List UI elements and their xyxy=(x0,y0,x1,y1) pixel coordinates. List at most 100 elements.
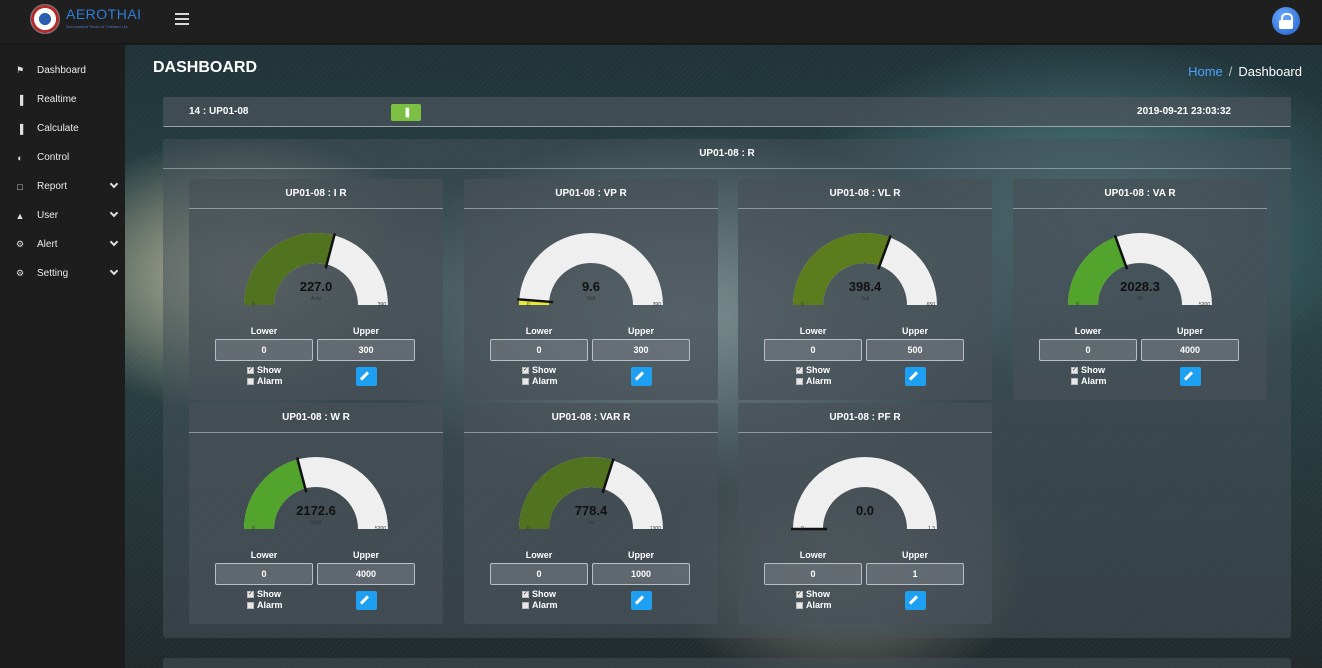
gauge-fill xyxy=(793,233,891,305)
show-checkbox[interactable]: ✓ xyxy=(247,590,254,598)
upper-limit-input[interactable] xyxy=(866,563,964,585)
sidebar-item-report[interactable]: □ Report xyxy=(0,172,125,201)
show-checkbox[interactable]: ✓ xyxy=(1071,366,1078,374)
chevron-down-icon[interactable] xyxy=(109,208,119,218)
edit-button[interactable] xyxy=(905,367,926,386)
gauge-fill xyxy=(244,233,335,305)
alarm-checkbox[interactable] xyxy=(796,377,803,385)
show-checkbox[interactable]: ✓ xyxy=(247,366,254,374)
gauge-chart xyxy=(519,457,663,529)
alarm-checkbox-row[interactable]: Alarm xyxy=(796,376,832,386)
upper-limit-input[interactable] xyxy=(317,563,415,585)
upper-label: Upper xyxy=(1176,326,1203,336)
show-checkbox[interactable]: ✓ xyxy=(796,590,803,598)
lower-limit-input[interactable] xyxy=(764,563,862,585)
sidebar-item-user[interactable]: ▲ User xyxy=(0,201,125,230)
lower-limit-input[interactable] xyxy=(490,563,588,585)
lower-limit-input[interactable] xyxy=(215,339,313,361)
show-checkbox-row[interactable]: ✓ Show xyxy=(1071,365,1105,375)
sidebar-item-realtime[interactable]: ▐ Realtime xyxy=(0,85,125,114)
gauge: 778.4 Var 0 1300 xyxy=(511,445,671,539)
show-checkbox-row[interactable]: ✓ Show xyxy=(247,589,281,599)
gauge: 227.0 Amp 0 390 xyxy=(236,221,396,315)
lower-label: Lower xyxy=(250,550,278,560)
alarm-checkbox[interactable] xyxy=(1071,377,1078,385)
show-checkbox[interactable]: ✓ xyxy=(522,366,529,374)
show-checkbox-row[interactable]: ✓ Show xyxy=(522,365,556,375)
upper-limit-input[interactable] xyxy=(866,339,964,361)
chevron-down-icon[interactable] xyxy=(109,179,119,189)
show-checkbox[interactable]: ✓ xyxy=(796,366,803,374)
chart-icon: ▐ xyxy=(16,123,24,134)
gauge-unit: VA xyxy=(1136,296,1144,302)
upper-limit-input[interactable] xyxy=(1141,339,1239,361)
brand-name[interactable]: AEROTHAI xyxy=(66,6,142,22)
breadcrumb-separator: / xyxy=(1228,64,1233,79)
gauge-title: UP01-08 : PF R xyxy=(738,403,992,433)
gauge-max-label: 1.3 xyxy=(928,526,935,532)
alarm-checkbox[interactable] xyxy=(796,601,803,609)
show-checkbox-row[interactable]: ✓ Show xyxy=(247,365,281,375)
show-label: Show xyxy=(806,589,830,599)
toggle-icon: ◐ xyxy=(17,152,23,163)
lower-limit-input[interactable] xyxy=(215,563,313,585)
sidebar-item-control[interactable]: ◐ Control xyxy=(0,143,125,172)
gauge-max-label: 650 xyxy=(926,302,935,308)
edit-button[interactable] xyxy=(631,591,652,610)
edit-button[interactable] xyxy=(1180,367,1201,386)
show-checkbox-row[interactable]: ✓ Show xyxy=(522,589,556,599)
alarm-label: Alarm xyxy=(532,376,558,386)
lower-limit-input[interactable] xyxy=(764,339,862,361)
gauge-card: UP01-08 : VA R 2028.3 VA 0 5200 Lower Upper ✓Sh… xyxy=(1013,179,1267,400)
upper-limit-input[interactable] xyxy=(592,339,690,361)
alarm-checkbox-row[interactable]: Alarm xyxy=(1071,376,1107,386)
lower-label: Lower xyxy=(799,550,827,560)
alarm-checkbox-row[interactable]: Alarm xyxy=(796,600,832,610)
aerothai-logo[interactable] xyxy=(30,4,60,34)
sidebar-item-alert[interactable]: ⚙ Alert xyxy=(0,230,125,259)
alarm-label: Alarm xyxy=(806,600,832,610)
edit-button[interactable] xyxy=(905,591,926,610)
chart-button[interactable]: ▕▌ xyxy=(391,104,421,121)
chevron-down-icon[interactable] xyxy=(109,237,119,247)
breadcrumb: Home / Dashboard xyxy=(1188,64,1302,79)
lower-label: Lower xyxy=(525,326,553,336)
alarm-label: Alarm xyxy=(532,600,558,610)
show-checkbox[interactable]: ✓ xyxy=(522,590,529,598)
upper-limit-input[interactable] xyxy=(317,339,415,361)
edit-button[interactable] xyxy=(356,367,377,386)
alarm-checkbox-row[interactable]: Alarm xyxy=(247,376,283,386)
gauge-value: 9.6 xyxy=(581,279,601,294)
sidebar-item-dashboard[interactable]: ⚑ Dashboard xyxy=(0,56,125,85)
alarm-checkbox-row[interactable]: Alarm xyxy=(247,600,283,610)
edit-button[interactable] xyxy=(631,367,652,386)
gauge-max-label: 1300 xyxy=(649,526,661,532)
device-id: 14 : UP01-08 xyxy=(189,106,249,117)
gauge-needle xyxy=(324,233,337,269)
lower-limit-input[interactable] xyxy=(1039,339,1137,361)
gauge-min-label: 0 xyxy=(801,302,804,308)
sidebar-item-setting[interactable]: ⚙ Setting xyxy=(0,259,125,288)
gauge-fill xyxy=(1068,237,1126,305)
gauge: 398.4 Volt 0 650 xyxy=(785,221,945,315)
lower-limit-input[interactable] xyxy=(490,339,588,361)
alarm-checkbox[interactable] xyxy=(247,377,254,385)
alarm-checkbox[interactable] xyxy=(522,377,529,385)
page-title: DASHBOARD xyxy=(153,59,257,76)
upper-limit-input[interactable] xyxy=(592,563,690,585)
show-checkbox-row[interactable]: ✓ Show xyxy=(796,365,830,375)
show-checkbox-row[interactable]: ✓ Show xyxy=(796,589,830,599)
sidebar-item-calculate[interactable]: ▐ Calculate xyxy=(0,114,125,143)
breadcrumb-home-link[interactable]: Home xyxy=(1188,64,1223,79)
alarm-checkbox-row[interactable]: Alarm xyxy=(522,376,558,386)
alarm-checkbox[interactable] xyxy=(522,601,529,609)
alarm-checkbox-row[interactable]: Alarm xyxy=(522,600,558,610)
chevron-down-icon[interactable] xyxy=(109,266,119,276)
menu-toggle-icon[interactable] xyxy=(175,13,189,25)
alarm-checkbox[interactable] xyxy=(247,601,254,609)
gauge-needle xyxy=(877,235,892,270)
chart-icon: ▐ xyxy=(16,94,24,105)
edit-button[interactable] xyxy=(356,591,377,610)
gauge-chart xyxy=(244,233,388,305)
lock-icon[interactable] xyxy=(1272,7,1300,35)
